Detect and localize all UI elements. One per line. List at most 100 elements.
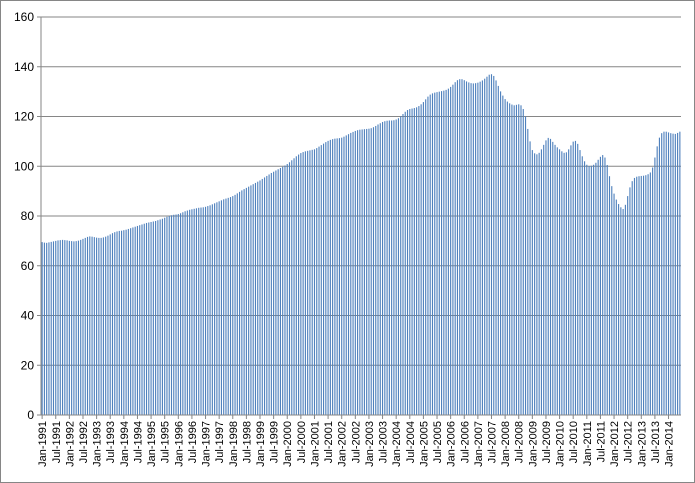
bar xyxy=(611,186,613,415)
bar xyxy=(354,130,356,415)
x-tick-label: Jan-2012 xyxy=(609,421,621,467)
bar xyxy=(48,242,50,415)
bar xyxy=(263,177,266,415)
bar xyxy=(475,83,477,416)
bar xyxy=(536,154,538,415)
y-tick-label: 40 xyxy=(21,309,35,323)
x-tick-label: Jan-1999 xyxy=(255,421,267,467)
bar xyxy=(561,151,563,415)
bar xyxy=(236,193,238,415)
bar xyxy=(404,111,406,416)
x-tick-label: Jul-1997 xyxy=(214,421,226,463)
bar xyxy=(613,193,615,415)
x-tick-label: Jul-2004 xyxy=(405,421,417,463)
bar xyxy=(406,110,409,415)
bar xyxy=(649,172,651,415)
bar xyxy=(66,240,68,415)
bar xyxy=(43,242,45,415)
bar xyxy=(155,220,157,415)
bar xyxy=(116,231,118,415)
bar xyxy=(111,233,114,415)
bar xyxy=(511,104,513,415)
bar xyxy=(182,212,184,415)
bar xyxy=(372,127,375,415)
bar xyxy=(357,130,359,415)
bar xyxy=(493,75,495,415)
bar xyxy=(152,221,154,415)
bar xyxy=(502,95,504,416)
bar xyxy=(434,92,436,416)
x-tick-label: Jan-2002 xyxy=(337,421,349,467)
bar xyxy=(75,241,77,415)
bar xyxy=(273,171,275,415)
bar xyxy=(665,131,667,416)
bar xyxy=(214,203,216,415)
bar xyxy=(556,147,558,415)
bar xyxy=(615,199,617,415)
bar xyxy=(136,225,139,415)
x-tick-label: Jan-2010 xyxy=(555,421,567,467)
bar xyxy=(164,217,166,415)
bar xyxy=(459,79,461,415)
x-tick-label: Jan-2004 xyxy=(391,421,403,467)
bar xyxy=(538,152,540,415)
x-tick-label: Jan-2009 xyxy=(527,421,539,467)
bar xyxy=(602,155,604,415)
bar xyxy=(189,209,191,415)
bar xyxy=(388,120,390,415)
bar xyxy=(275,170,277,415)
bar xyxy=(318,146,320,415)
bar xyxy=(363,129,365,415)
y-tick-label: 20 xyxy=(21,358,35,372)
bar xyxy=(454,82,456,416)
bar xyxy=(633,177,636,415)
bar xyxy=(395,119,397,416)
bar xyxy=(139,225,141,415)
bar xyxy=(334,138,336,415)
bar xyxy=(202,207,204,415)
bar xyxy=(484,78,486,415)
y-tick-label: 160 xyxy=(14,10,34,24)
bar xyxy=(636,176,638,415)
bar xyxy=(520,105,522,415)
x-tick-label: Jan-1996 xyxy=(173,421,185,467)
bar xyxy=(531,150,533,415)
bar xyxy=(186,210,188,415)
bar xyxy=(332,139,334,415)
bar xyxy=(436,92,438,416)
bar xyxy=(148,222,150,415)
bar xyxy=(207,206,209,415)
bar xyxy=(645,175,647,415)
bar xyxy=(218,201,220,415)
y-tick-label: 0 xyxy=(27,408,34,422)
bar xyxy=(141,224,143,415)
bar xyxy=(225,198,227,415)
x-tick-label: Jul-1992 xyxy=(78,421,90,463)
bar xyxy=(266,175,268,415)
bar xyxy=(68,240,70,416)
x-axis-tick-labels: Jan-1991 Jul-1991 Jan-1992 Jul-1992 Jan-1993… xyxy=(37,421,675,467)
x-tick-label: Jul-1995 xyxy=(160,421,172,463)
bar xyxy=(204,206,207,415)
bar xyxy=(384,121,386,415)
bar xyxy=(461,79,463,415)
bar xyxy=(379,123,381,415)
y-tick-label: 60 xyxy=(21,259,35,273)
bar xyxy=(302,152,304,415)
bar xyxy=(96,237,98,415)
bar xyxy=(654,157,656,416)
bar xyxy=(232,196,234,415)
bar xyxy=(642,175,645,415)
bar xyxy=(658,137,660,415)
x-tick-label: Jul-2011 xyxy=(595,421,607,462)
bar xyxy=(599,156,601,416)
bar xyxy=(366,128,368,415)
bar xyxy=(282,166,284,415)
bar xyxy=(286,164,288,415)
bar xyxy=(100,237,102,415)
bar xyxy=(450,86,452,416)
bar xyxy=(583,161,586,415)
bar xyxy=(91,236,93,415)
x-tick-label: Jul-2012 xyxy=(623,421,635,463)
